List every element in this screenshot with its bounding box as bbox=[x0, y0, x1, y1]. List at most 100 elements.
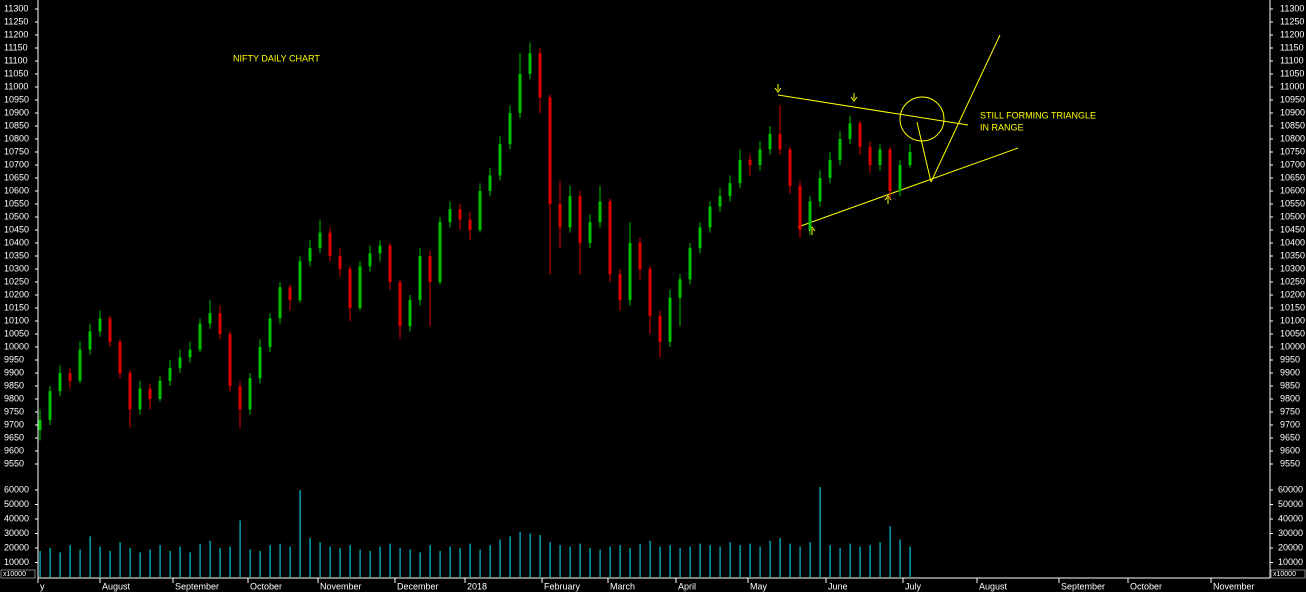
volume-bar bbox=[219, 548, 221, 577]
y-tick-label: 9750 bbox=[1280, 406, 1300, 416]
y-tick-label: 10250 bbox=[4, 276, 29, 286]
trend-line bbox=[797, 147, 1019, 228]
candle-body bbox=[438, 222, 442, 282]
candle-body bbox=[478, 191, 482, 230]
volume-bar bbox=[629, 548, 631, 577]
volume-bar bbox=[139, 552, 141, 577]
y-tick-label: 10650 bbox=[1280, 172, 1305, 182]
volume-bar bbox=[169, 550, 171, 577]
candle-body bbox=[258, 347, 262, 379]
volume-bar bbox=[669, 545, 671, 577]
volume-bar bbox=[749, 543, 751, 577]
candle-body bbox=[808, 201, 812, 230]
volume-bar bbox=[509, 536, 511, 577]
volume-bar bbox=[439, 550, 441, 577]
candle-body bbox=[788, 149, 792, 186]
trend-line bbox=[777, 94, 969, 126]
y-tick-label: 10900 bbox=[4, 107, 29, 117]
y-tick-label: 10000 bbox=[1280, 341, 1305, 351]
volume-bar bbox=[449, 546, 451, 577]
volume-bar bbox=[49, 548, 51, 577]
x-tick-label: August bbox=[102, 581, 131, 591]
y-tick-label: 10050 bbox=[1280, 328, 1305, 338]
volume-bar bbox=[609, 546, 611, 577]
volume-bar bbox=[79, 549, 81, 577]
candle-body bbox=[498, 144, 502, 176]
candle-body bbox=[468, 219, 472, 230]
x-tick-label: September bbox=[175, 581, 219, 591]
y-tick-label: 10600 bbox=[1280, 185, 1305, 195]
volume-bar bbox=[179, 546, 181, 577]
candle-body bbox=[378, 245, 382, 254]
candle-body bbox=[228, 334, 232, 386]
trend-line bbox=[916, 121, 932, 183]
volume-bar bbox=[279, 543, 281, 577]
volume-bar bbox=[379, 546, 381, 577]
y-tick-label: 10550 bbox=[1280, 198, 1305, 208]
candle-body bbox=[168, 367, 172, 381]
candle-body bbox=[538, 53, 542, 98]
y-tick-label: 9600 bbox=[1280, 445, 1300, 455]
y-tick-label: 9650 bbox=[4, 432, 24, 442]
volume-bar bbox=[289, 546, 291, 577]
candle-body bbox=[778, 133, 782, 150]
candle-body bbox=[688, 248, 692, 280]
y-tick-label: 10300 bbox=[1280, 263, 1305, 273]
volume-bar bbox=[319, 542, 321, 577]
volume-bar bbox=[209, 540, 211, 577]
volume-bar bbox=[119, 542, 121, 577]
candle-body bbox=[868, 146, 872, 165]
volume-bar bbox=[699, 543, 701, 577]
volume-bar bbox=[479, 549, 481, 577]
y-tick-label: 10450 bbox=[4, 224, 29, 234]
x-tick-label: March bbox=[610, 581, 635, 591]
y2-tick-label: 60000 bbox=[1278, 484, 1303, 494]
candle-body bbox=[268, 318, 272, 347]
volume-bar bbox=[789, 543, 791, 577]
candle-body bbox=[848, 123, 852, 139]
candle-body bbox=[578, 196, 582, 243]
x-tick-label: April bbox=[678, 581, 696, 591]
y2-tick-label: 40000 bbox=[1278, 513, 1303, 523]
candle-body bbox=[368, 253, 372, 267]
y-tick-label: 9850 bbox=[4, 380, 24, 390]
y-tick-label: 9950 bbox=[4, 354, 24, 364]
candle-body bbox=[358, 266, 362, 308]
candle-body bbox=[668, 297, 672, 342]
y-tick-label: 9550 bbox=[4, 458, 24, 468]
y-tick-label: 9750 bbox=[4, 406, 24, 416]
volume-bar bbox=[869, 545, 871, 577]
candle-body bbox=[708, 206, 712, 228]
candle-body bbox=[88, 331, 92, 350]
y-tick-label: 11250 bbox=[1280, 16, 1304, 26]
volume-bar bbox=[69, 545, 71, 577]
volume-bar bbox=[599, 549, 601, 577]
y-tick-label: 10400 bbox=[1280, 237, 1305, 247]
y-tick-label: 10800 bbox=[4, 133, 29, 143]
volume-bar bbox=[429, 545, 431, 577]
candle-body bbox=[448, 209, 452, 223]
candle-body bbox=[48, 391, 52, 420]
volume-bar bbox=[39, 550, 41, 577]
candle-body bbox=[388, 245, 392, 282]
y2-tick-label: 40000 bbox=[4, 513, 29, 523]
volume-bar bbox=[649, 540, 651, 577]
volume-bar bbox=[489, 545, 491, 577]
y2-tick-label: 10000 bbox=[4, 557, 29, 567]
candle-body bbox=[908, 152, 912, 165]
candle-body bbox=[518, 74, 522, 113]
unit-box bbox=[1270, 569, 1306, 579]
x-tick-label: y bbox=[40, 581, 45, 591]
y-tick-label: 10200 bbox=[1280, 289, 1305, 299]
volume-bar bbox=[89, 536, 91, 577]
candle-body bbox=[398, 282, 402, 327]
candle-body bbox=[158, 380, 162, 399]
y-tick-label: 10500 bbox=[4, 211, 29, 221]
candle-body bbox=[818, 178, 822, 202]
volume-bar bbox=[769, 540, 771, 577]
volume-bar bbox=[369, 550, 371, 577]
y-tick-label: 10550 bbox=[4, 198, 29, 208]
y2-tick-label: 20000 bbox=[1278, 542, 1303, 552]
candle-body bbox=[128, 373, 132, 410]
